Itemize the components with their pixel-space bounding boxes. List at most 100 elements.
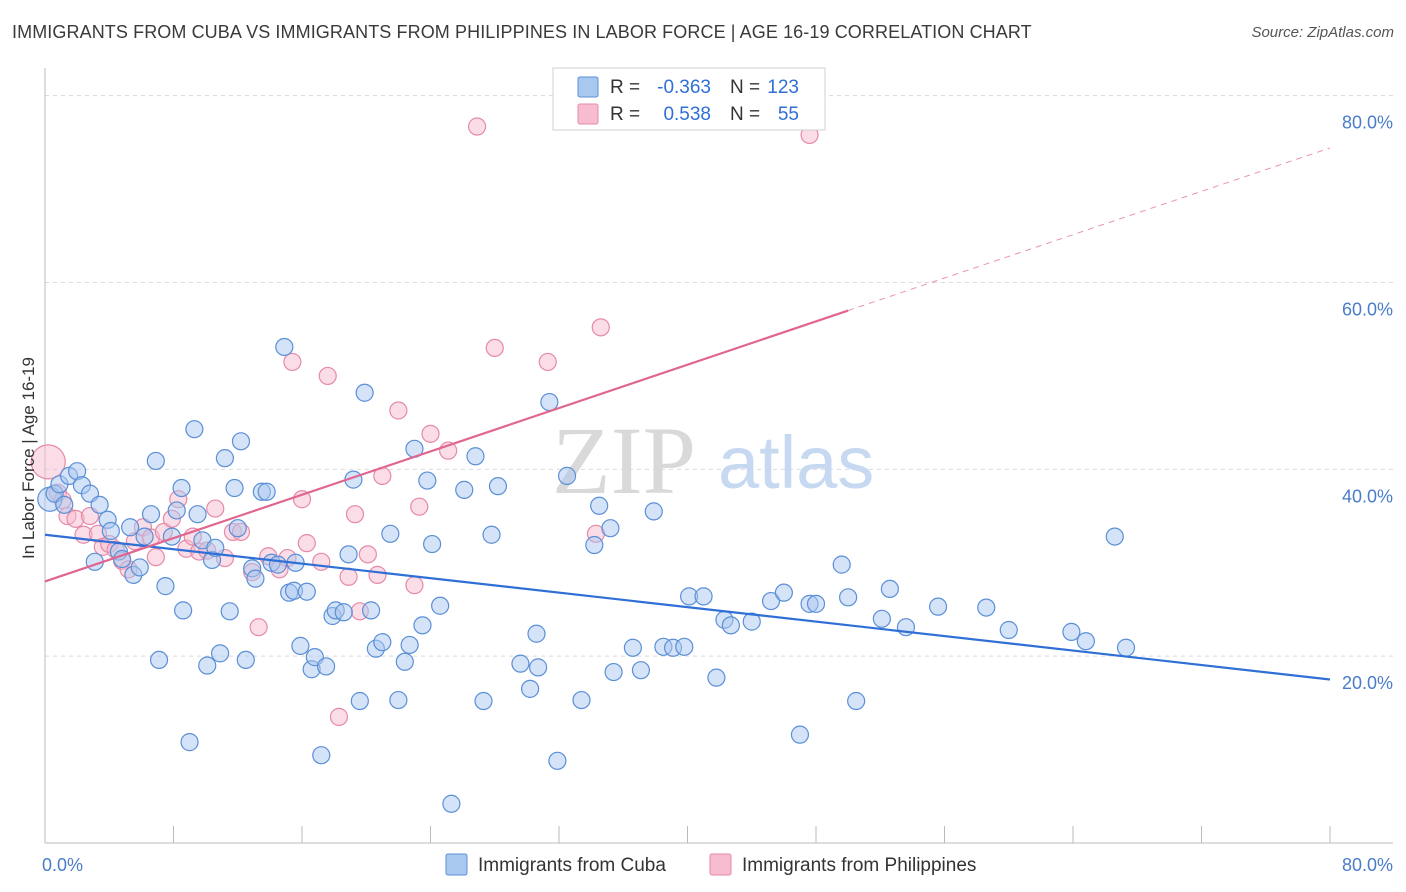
cuba-point bbox=[977, 598, 996, 617]
phil-point bbox=[339, 567, 358, 586]
bottom-legend-label-cuba: Immigrants from Cuba bbox=[478, 855, 666, 876]
cuba-point bbox=[141, 505, 161, 524]
cuba-point bbox=[373, 633, 392, 652]
cuba-point bbox=[694, 587, 713, 606]
legend-r-label-cuba: R = bbox=[610, 77, 640, 98]
phil-point bbox=[329, 707, 349, 726]
cuba-point bbox=[721, 616, 740, 635]
cuba-point bbox=[466, 447, 485, 466]
watermark-zip: ZIP bbox=[552, 407, 696, 514]
cuba-point bbox=[275, 337, 294, 357]
cuba-point bbox=[1116, 638, 1136, 657]
cuba-point bbox=[761, 591, 781, 611]
phil-point bbox=[345, 505, 365, 524]
phil-point bbox=[358, 545, 377, 564]
trend-line-cuba bbox=[44, 533, 1331, 681]
cuba-point bbox=[999, 620, 1018, 640]
cuba-point bbox=[220, 602, 239, 621]
phil-point bbox=[146, 548, 165, 567]
cuba-point bbox=[180, 733, 199, 752]
cuba-point bbox=[1105, 527, 1124, 546]
cuba-point bbox=[130, 558, 149, 577]
phil-point bbox=[30, 444, 66, 480]
cuba-point bbox=[316, 657, 336, 676]
cuba-point bbox=[246, 569, 265, 588]
cuba-point bbox=[188, 505, 207, 524]
cuba-point bbox=[268, 555, 288, 574]
cuba-point bbox=[455, 480, 474, 499]
cuba-point bbox=[431, 596, 450, 615]
cuba-point bbox=[236, 650, 255, 670]
cuba-point bbox=[488, 477, 508, 496]
phil-point bbox=[421, 424, 440, 443]
cuba-point bbox=[511, 654, 530, 673]
cuba-point bbox=[381, 524, 400, 543]
cuba-point bbox=[149, 650, 169, 670]
cuba-point bbox=[291, 636, 310, 655]
cuba-point bbox=[1062, 622, 1081, 641]
legend-swatch-phil bbox=[577, 103, 599, 125]
cuba-point bbox=[400, 635, 419, 655]
series-philippines-points bbox=[30, 117, 819, 726]
cuba-point bbox=[90, 495, 109, 514]
bottom-legend-swatch-phil bbox=[709, 853, 732, 876]
series-legend: Immigrants from Cuba Immigrants from Phi… bbox=[445, 853, 976, 876]
cuba-point bbox=[121, 518, 140, 537]
phil-point bbox=[368, 565, 387, 585]
cuba-point bbox=[423, 534, 442, 554]
trend-line-phil bbox=[44, 309, 849, 583]
legend-r-value-cuba: -0.363 bbox=[657, 77, 711, 98]
phil-point bbox=[591, 318, 610, 337]
cuba-point bbox=[847, 691, 866, 711]
cuba-point bbox=[228, 519, 247, 538]
phil-point bbox=[389, 401, 408, 420]
cuba-point bbox=[210, 644, 230, 663]
phil-point bbox=[249, 618, 268, 637]
legend-n-value-phil: 55 bbox=[778, 104, 799, 125]
correlation-legend: R = -0.363 N = 123 R = 0.538 N = 55 bbox=[552, 67, 826, 131]
legend-r-label-phil: R = bbox=[610, 104, 640, 125]
cuba-point bbox=[790, 725, 810, 744]
cuba-point bbox=[1076, 632, 1095, 651]
cuba-point bbox=[742, 612, 761, 631]
cuba-point bbox=[806, 594, 826, 613]
series-cuba-points bbox=[37, 337, 1136, 813]
y-tick-label: 20.0% bbox=[1342, 673, 1393, 693]
cuba-point bbox=[557, 466, 577, 485]
cuba-point bbox=[339, 545, 358, 564]
phil-point bbox=[297, 534, 316, 553]
cuba-point bbox=[675, 637, 694, 656]
cuba-point bbox=[601, 519, 620, 538]
bottom-legend-swatch-cuba bbox=[445, 853, 468, 876]
cuba-point bbox=[355, 383, 374, 402]
x-tick-labels: 0.0% 80.0% bbox=[42, 855, 1393, 875]
cuba-point bbox=[529, 658, 548, 677]
cuba-point bbox=[774, 583, 793, 602]
source-label: Source: ZipAtlas.com bbox=[1251, 24, 1394, 41]
cuba-point bbox=[215, 449, 234, 468]
cuba-point bbox=[482, 525, 501, 544]
grid-lines bbox=[45, 95, 1393, 657]
cuba-point bbox=[832, 555, 851, 574]
y-tick-label: 60.0% bbox=[1342, 300, 1393, 320]
cuba-point bbox=[474, 691, 493, 711]
cuba-point bbox=[604, 662, 623, 682]
trend-lines bbox=[44, 147, 1331, 681]
phil-point bbox=[318, 366, 337, 386]
cuba-point bbox=[540, 392, 559, 412]
phil-point bbox=[538, 352, 557, 372]
cuba-point bbox=[631, 661, 651, 680]
cuba-point bbox=[101, 521, 120, 541]
cuba-point bbox=[206, 538, 225, 557]
cuba-point bbox=[880, 579, 899, 599]
cuba-point bbox=[334, 603, 353, 622]
cuba-point bbox=[174, 601, 193, 620]
y-tick-label: 80.0% bbox=[1342, 113, 1393, 133]
x-tick-label: 80.0% bbox=[1342, 855, 1393, 875]
y-tick-label: 40.0% bbox=[1342, 486, 1393, 506]
legend-n-label-cuba: N = bbox=[730, 77, 760, 98]
cuba-point bbox=[156, 577, 175, 596]
cuba-point bbox=[644, 502, 663, 521]
legend-n-value-cuba: 123 bbox=[767, 77, 799, 98]
